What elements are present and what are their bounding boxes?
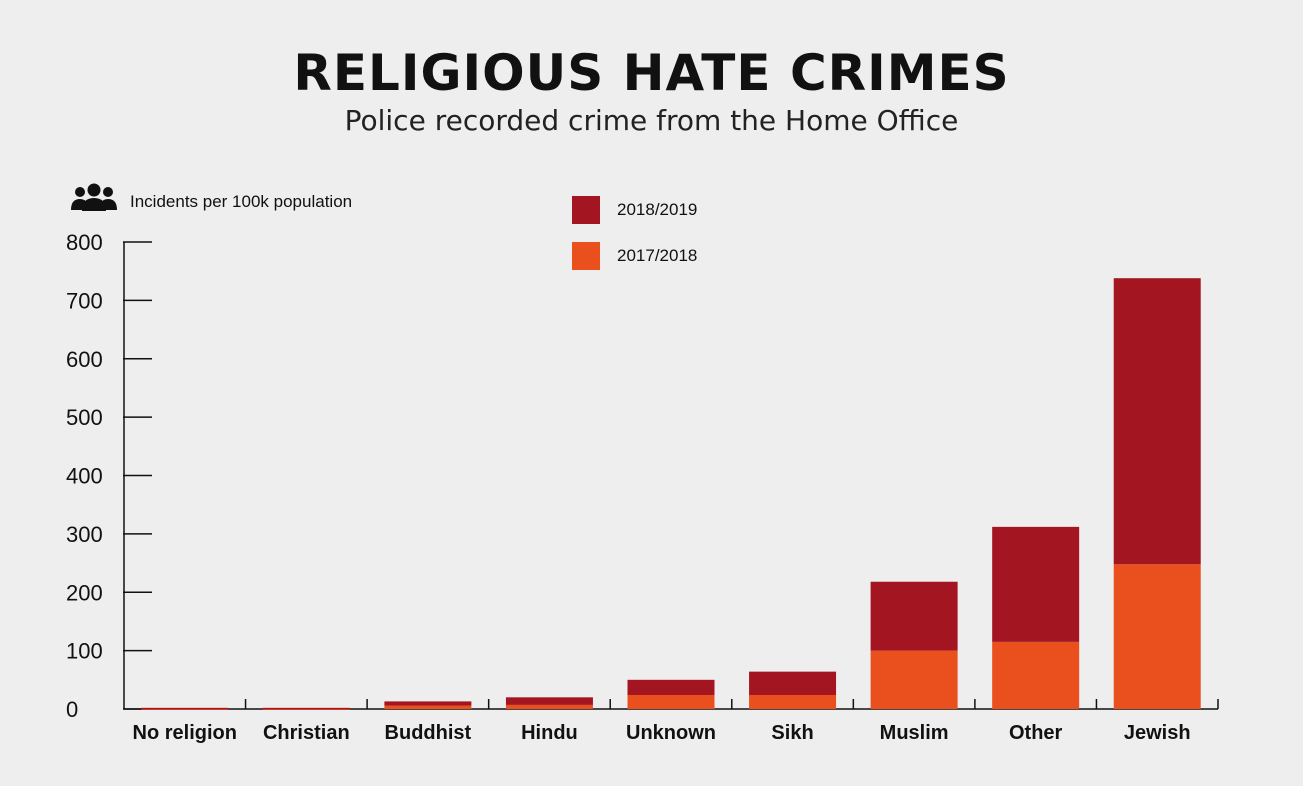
x-category-label: Muslim <box>880 722 949 744</box>
x-category-label: Buddhist <box>385 722 472 744</box>
chart-title: RELIGIOUS HATE CRIMES <box>293 44 1010 102</box>
bar-sikh-2018-2019 <box>749 671 837 695</box>
y-tick-label: 600 <box>66 347 103 372</box>
bar-jewish-2018-2019 <box>1113 278 1201 565</box>
bar-buddhist-2018-2019 <box>384 701 472 706</box>
chart-subtitle: Police recorded crime from the Home Offi… <box>344 104 959 137</box>
x-category-label: Unknown <box>626 722 716 744</box>
bar-christian-2018-2019 <box>262 707 350 710</box>
bar-sikh-2017-2018 <box>749 694 837 709</box>
x-category-label: Christian <box>263 722 350 744</box>
x-category-label: Other <box>1009 722 1063 744</box>
y-tick-label: 800 <box>66 230 103 255</box>
bar-jewish-2017-2018 <box>1113 564 1201 709</box>
y-tick-label: 0 <box>66 697 78 722</box>
legend-swatch-2018-2019 <box>572 196 600 224</box>
legend-swatch-2017-2018 <box>572 242 600 270</box>
bar-other-2018-2019 <box>992 526 1080 642</box>
x-category-label: Sikh <box>771 722 813 744</box>
y-tick-label: 200 <box>66 580 103 605</box>
unit-label: Incidents per 100k population <box>130 192 353 211</box>
legend-item-2017-2018: 2017/2018 <box>572 242 697 270</box>
x-category-label: Jewish <box>1124 722 1191 744</box>
x-category-label: No religion <box>133 722 237 744</box>
bar-muslim-2017-2018 <box>870 650 958 709</box>
bar-no-religion-2018-2019 <box>141 707 229 710</box>
bar-muslim-2018-2019 <box>870 581 958 651</box>
legend-label: 2018/2019 <box>617 200 698 219</box>
bar-unknown-2018-2019 <box>627 679 715 695</box>
bar-hindu-2018-2019 <box>505 697 593 705</box>
legend-label: 2017/2018 <box>617 246 698 265</box>
bar-hindu-2017-2018 <box>505 704 593 709</box>
y-tick-label: 300 <box>66 522 103 547</box>
legend-item-2018-2019: 2018/2019 <box>572 196 697 224</box>
people-group-icon <box>71 183 117 211</box>
bar-other-2017-2018 <box>992 641 1080 709</box>
y-tick-label: 700 <box>66 288 103 313</box>
x-category-label: Hindu <box>521 722 578 744</box>
y-tick-label: 400 <box>66 464 103 489</box>
bar-buddhist-2017-2018 <box>384 705 472 709</box>
y-tick-label: 100 <box>66 639 103 664</box>
y-tick-label: 500 <box>66 405 103 430</box>
bar-unknown-2017-2018 <box>627 694 715 709</box>
